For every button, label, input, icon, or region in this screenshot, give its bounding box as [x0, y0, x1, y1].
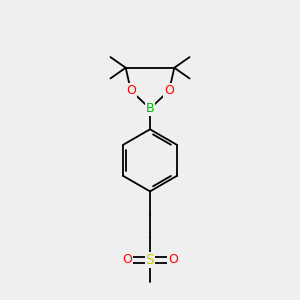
Text: O: O	[122, 253, 132, 266]
Text: S: S	[146, 253, 154, 267]
Text: O: O	[168, 253, 178, 266]
Text: B: B	[146, 102, 154, 115]
Text: O: O	[126, 84, 136, 97]
Text: O: O	[164, 84, 174, 97]
